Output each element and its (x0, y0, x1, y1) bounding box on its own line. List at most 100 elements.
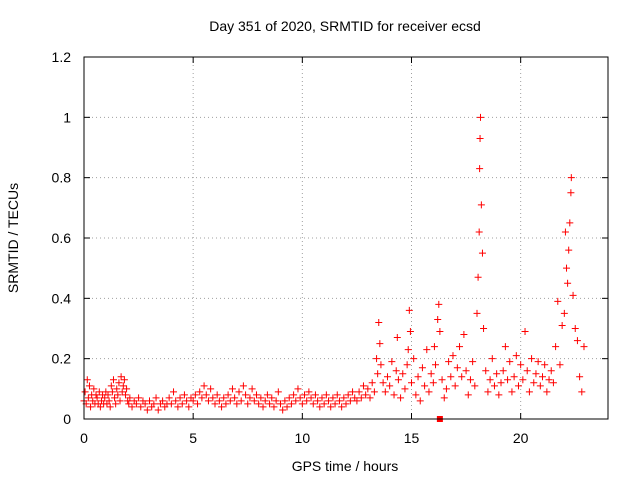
data-point (556, 361, 564, 369)
data-point (416, 397, 424, 405)
data-point (220, 394, 228, 402)
data-point (405, 306, 413, 314)
data-point (120, 376, 128, 384)
data-point (105, 397, 113, 405)
y-tick-label: 0 (63, 411, 71, 427)
data-point (564, 279, 572, 287)
data-point (499, 367, 507, 375)
data-point (532, 370, 540, 378)
data-point (117, 373, 125, 381)
data-point (272, 397, 280, 405)
data-point (506, 358, 514, 366)
data-point (198, 394, 206, 402)
data-point (268, 394, 276, 402)
data-point (307, 394, 315, 402)
data-point (342, 400, 350, 408)
data-point (96, 403, 104, 411)
data-point (458, 373, 466, 381)
data-point (462, 367, 470, 375)
data-point (111, 394, 119, 402)
data-point (440, 394, 448, 402)
data-point (194, 400, 202, 408)
data-point (497, 379, 505, 387)
tick-labels: 0 5 10 15 20 0 0.2 0.4 0.6 0.8 1 1.2 (52, 49, 529, 446)
data-point (418, 364, 426, 372)
data-point (255, 400, 263, 408)
data-point (373, 355, 381, 363)
data-point (501, 343, 509, 351)
data-point (474, 273, 482, 281)
data-point (170, 388, 178, 396)
data-point (107, 382, 115, 390)
data-point (368, 379, 376, 387)
data-point (349, 388, 357, 396)
data-point (222, 400, 230, 408)
data-point (316, 403, 324, 411)
data-point (514, 382, 522, 390)
data-point (237, 397, 245, 405)
x-tick-label: 10 (295, 430, 311, 446)
data-point (191, 391, 199, 399)
data-point (370, 388, 378, 396)
data-point (292, 397, 300, 405)
data-point (242, 391, 250, 399)
data-point (456, 343, 464, 351)
data-point (165, 394, 173, 402)
data-point (261, 397, 269, 405)
data-point (119, 382, 127, 390)
data-point (401, 385, 409, 393)
data-point (92, 391, 100, 399)
data-point (202, 391, 210, 399)
data-point (259, 403, 267, 411)
chart-title: Day 351 of 2020, SRMTID for receiver ecs… (209, 18, 481, 34)
data-point (167, 400, 175, 408)
y-tick-label: 0.4 (52, 290, 72, 306)
data-point (281, 397, 289, 405)
data-point (174, 403, 182, 411)
data-point (543, 388, 551, 396)
data-point (393, 334, 401, 342)
data-point (141, 400, 149, 408)
data-point (545, 376, 553, 384)
data-point (83, 376, 91, 384)
data-point (541, 361, 549, 369)
data-point (331, 400, 339, 408)
data-point (429, 379, 437, 387)
data-point (235, 388, 243, 396)
data-point (81, 388, 89, 396)
data-point (287, 400, 295, 408)
y-axis-label: SRMTID / TECUs (5, 183, 21, 293)
data-point (113, 385, 121, 393)
data-point (510, 373, 518, 381)
data-point (525, 388, 533, 396)
data-point (285, 394, 293, 402)
data-point (508, 388, 516, 396)
data-point (346, 397, 354, 405)
data-point (573, 337, 581, 345)
data-point (560, 309, 568, 317)
plot-frame (83, 56, 609, 420)
data-point (466, 376, 474, 384)
data-point (566, 219, 574, 227)
data-point (523, 367, 531, 375)
data-point (125, 400, 133, 408)
data-point (233, 400, 241, 408)
data-point (376, 340, 384, 348)
data-point (172, 397, 180, 405)
data-point (333, 391, 341, 399)
y-tick-label: 1.2 (52, 49, 72, 65)
data-point (388, 358, 396, 366)
data-point (390, 391, 398, 399)
data-point (469, 358, 477, 366)
data-point (423, 346, 431, 354)
y-tick-label: 0.2 (52, 351, 72, 367)
data-point (137, 403, 145, 411)
data-point (445, 358, 453, 366)
data-point (320, 400, 328, 408)
x-axis-label: GPS time / hours (292, 458, 399, 474)
data-point (362, 391, 370, 399)
data-point (118, 388, 126, 396)
data-point (252, 391, 260, 399)
data-point (561, 228, 569, 236)
